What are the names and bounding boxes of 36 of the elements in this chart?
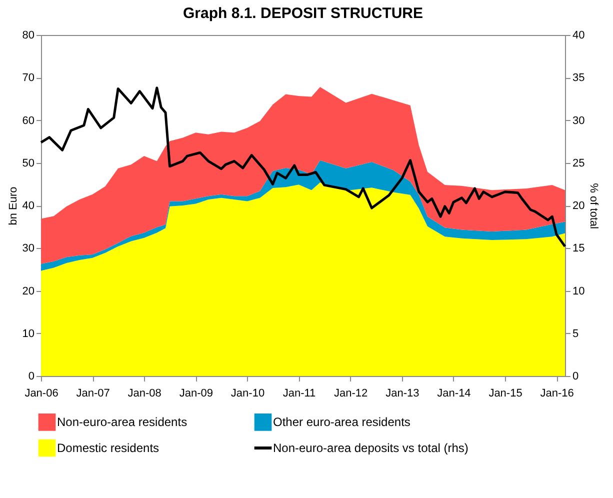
y-tick-label: 70 [22,72,34,84]
y-axis-title: bn Euro [7,186,20,226]
y2-tick-label: 0 [572,370,579,382]
y2-tick-label: 30 [572,114,585,127]
y-tick-label: 50 [22,157,34,170]
y-tick-label: 20 [22,285,34,298]
legend-label: Non-euro-area residents [57,415,188,430]
x-tick-label: Jan-15 [488,388,522,400]
y2-tick-label: 25 [572,157,585,170]
y2-tick-label: 35 [572,72,585,84]
y2-tick-label: 10 [572,285,585,298]
y2-tick-label: 20 [572,200,585,212]
legend-label: Non-euro-area deposits vs total (rhs) [273,441,468,455]
y-tick-label: 60 [22,114,34,127]
x-tick-label: Jan-10 [230,388,265,400]
x-tick-label: Jan-08 [128,388,162,400]
y-tick-label: 30 [22,242,34,255]
legend-label: Domestic residents [57,441,160,455]
y-tick-label: 80 [22,30,34,42]
y2-axis-title: % of total [588,183,600,229]
x-tick-label: Jan-13 [386,388,420,400]
x-tick-label: Jan-16 [540,388,574,400]
legend-label: Other euro-area residents [273,415,410,430]
y-tick-label: 10 [22,328,34,340]
x-tick-label: Jan-12 [334,388,368,400]
y-tick-label: 0 [28,370,34,382]
x-tick-label: Jan-06 [24,388,58,400]
y2-tick-label: 40 [572,30,585,42]
y2-tick-label: 15 [572,242,585,255]
chart-title: Graph 8.1. DEPOSIT STRUCTURE [182,5,424,22]
y2-tick-label: 5 [572,328,579,340]
x-tick-label: Jan-09 [179,388,214,400]
x-tick-label: Jan-11 [282,388,316,400]
x-tick-label: Jan-14 [437,388,471,400]
y-tick-label: 40 [22,200,34,212]
x-tick-label: Jan-07 [76,388,110,400]
